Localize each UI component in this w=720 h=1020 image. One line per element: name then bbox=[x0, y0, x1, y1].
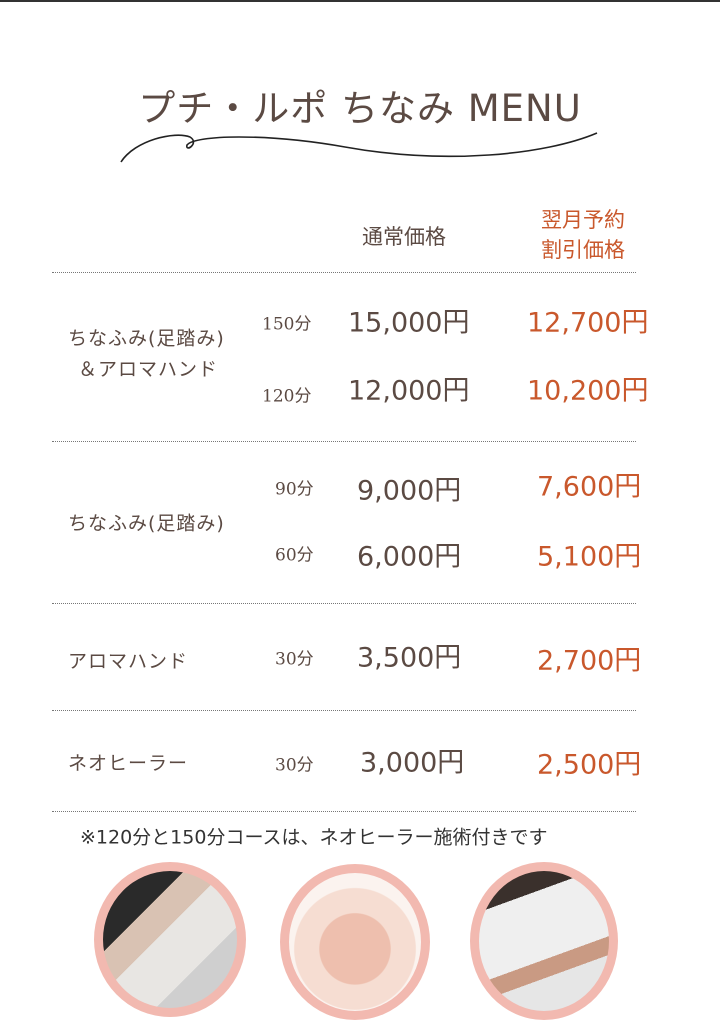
divider bbox=[52, 272, 636, 273]
divider bbox=[52, 441, 636, 442]
regular-price: 15,000円 bbox=[348, 307, 470, 339]
regular-price: 9,000円 bbox=[357, 475, 462, 507]
regular-price: 12,000円 bbox=[348, 375, 470, 407]
discount-price: 7,600円 bbox=[537, 471, 642, 503]
hand-massage-photo bbox=[280, 864, 430, 1020]
duration: 150分 bbox=[262, 314, 312, 335]
discount-price: 5,100円 bbox=[537, 541, 642, 573]
divider bbox=[52, 603, 636, 604]
regular-price: 6,000円 bbox=[357, 541, 462, 573]
foot-massage-photo bbox=[94, 862, 246, 1017]
swash-decoration bbox=[120, 132, 598, 163]
header-discount-line1: 翌月予約 bbox=[541, 208, 625, 232]
divider bbox=[52, 811, 636, 812]
top-border bbox=[0, 0, 720, 2]
duration: 30分 bbox=[275, 755, 314, 776]
discount-price: 12,700円 bbox=[527, 307, 649, 339]
footnote: ※120分と150分コースは、ネオヒーラー施術付きです bbox=[80, 826, 548, 849]
divider bbox=[52, 710, 636, 711]
course-label: ちなふみ(足踏み) bbox=[68, 512, 225, 535]
course-label: アロマハンド bbox=[68, 650, 189, 673]
page-title: プチ・ルポ ちなみ MENU bbox=[138, 87, 582, 130]
discount-price: 10,200円 bbox=[527, 375, 649, 407]
duration: 120分 bbox=[262, 386, 312, 407]
discount-price: 2,700円 bbox=[537, 645, 642, 677]
course-label: ＆アロマハンド bbox=[78, 358, 219, 381]
course-label: ネオヒーラー bbox=[68, 752, 189, 775]
duration: 60分 bbox=[275, 545, 314, 566]
regular-price: 3,500円 bbox=[357, 642, 462, 674]
header-discount-line2: 割引価格 bbox=[541, 238, 625, 262]
course-label: ちなふみ(足踏み) bbox=[68, 327, 225, 350]
regular-price: 3,000円 bbox=[360, 747, 465, 779]
discount-price: 2,500円 bbox=[537, 749, 642, 781]
duration: 90分 bbox=[275, 479, 314, 500]
duration: 30分 bbox=[275, 649, 314, 670]
header-regular-price: 通常価格 bbox=[362, 225, 446, 249]
neo-healer-photo bbox=[470, 862, 618, 1020]
